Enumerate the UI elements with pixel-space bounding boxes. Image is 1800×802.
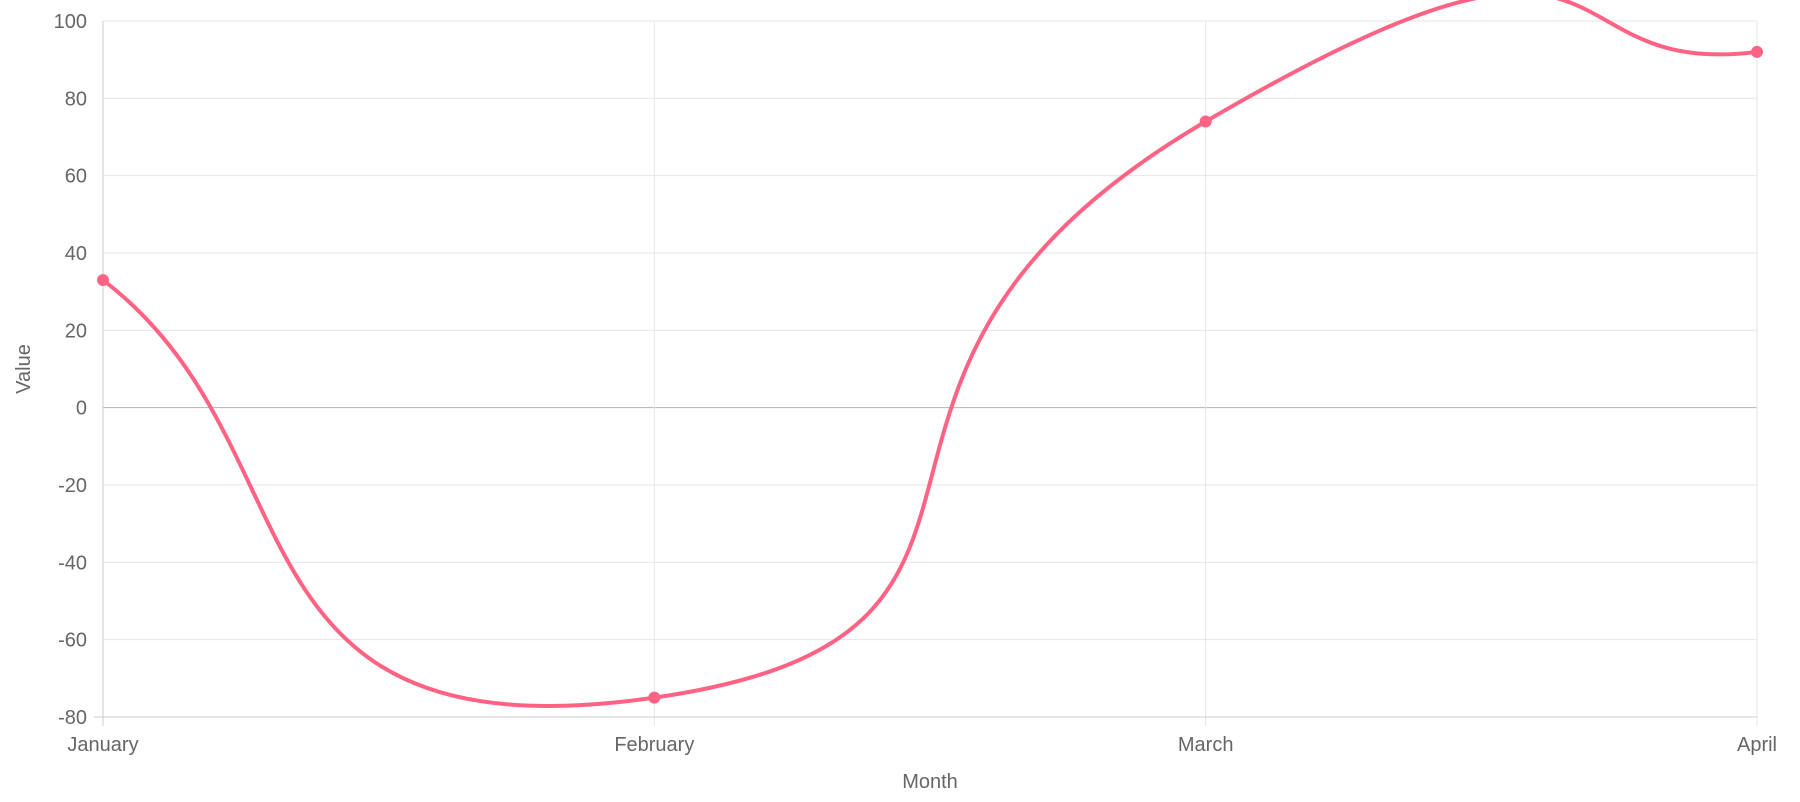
y-axis-title: Value xyxy=(13,344,35,394)
x-tick-label: February xyxy=(614,734,694,756)
y-tick-label: 100 xyxy=(54,11,87,33)
x-tick-label: April xyxy=(1737,734,1777,756)
y-tick-label: -40 xyxy=(58,552,87,574)
y-tick-label: -20 xyxy=(58,475,87,497)
y-tick-label: 20 xyxy=(65,320,87,342)
series-layer xyxy=(97,0,1763,708)
data-point[interactable] xyxy=(648,691,661,704)
series-line xyxy=(101,0,1759,708)
tick-label-layer: 100 80 60 40 20 0 -20 -40 -60 -80 January February M… xyxy=(54,11,1777,756)
y-tick-label: -80 xyxy=(58,707,87,729)
y-tick-label: 0 xyxy=(76,398,87,420)
axis-layer xyxy=(94,21,1757,726)
y-tick-label: 40 xyxy=(65,243,87,265)
y-tick-label: 80 xyxy=(65,88,87,110)
x-tick-label: March xyxy=(1178,734,1234,756)
data-point[interactable] xyxy=(97,274,109,287)
y-tick-label: 60 xyxy=(65,166,87,188)
x-tick-label: January xyxy=(67,734,138,756)
grid-layer xyxy=(102,20,1758,726)
data-point[interactable] xyxy=(1751,45,1763,58)
y-tick-label: -60 xyxy=(58,630,87,652)
x-axis-title: Month xyxy=(902,771,958,793)
data-point[interactable] xyxy=(1199,115,1212,128)
